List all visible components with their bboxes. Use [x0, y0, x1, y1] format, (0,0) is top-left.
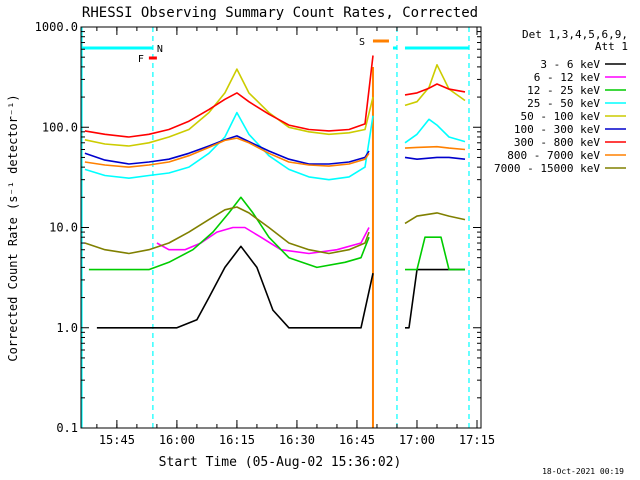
x-tick-label: 17:15 [459, 433, 495, 447]
legend-label: 3 - 6 keV [540, 58, 600, 71]
x-tick-label: 15:45 [99, 433, 135, 447]
y-tick-label: 1000.0 [35, 20, 78, 34]
y-tick-label: 100.0 [42, 120, 78, 134]
legend-label: 6 - 12 keV [534, 71, 601, 84]
series-line-6 [84, 55, 466, 138]
plot-frame [80, 26, 482, 429]
y-tick-label: 0.1 [56, 421, 78, 435]
series-line-1 [156, 226, 370, 255]
x-tick-label: 16:15 [219, 433, 255, 447]
legend-label: 800 - 7000 keV [507, 149, 600, 162]
series-line-4 [84, 64, 466, 147]
y-tick-label: 1.0 [56, 321, 78, 335]
legend-header: Det 1,3,4,5,6,9, [522, 28, 628, 41]
x-axis-label: Start Time (05-Aug-02 15:36:02) [159, 455, 402, 470]
series-line-8 [84, 206, 466, 255]
series-line-7 [84, 137, 466, 168]
legend-label: 300 - 800 keV [514, 136, 600, 149]
legend-label: 12 - 25 keV [527, 84, 600, 97]
series-line-5 [84, 135, 466, 165]
marker-layer: N F S [80, 27, 470, 428]
axes-layer: 1000.0 100.0 10.0 1.0 0.1 15:45 16:00 16:15 16:3… [35, 20, 495, 447]
x-tick-label: 16:00 [159, 433, 195, 447]
legend-header: Att 1 [595, 40, 628, 53]
marker-label: F [138, 54, 144, 65]
marker-label: S [359, 37, 365, 48]
x-tick-label: 17:00 [399, 433, 435, 447]
chart-title: RHESSI Observing Summary Count Rates, Co… [82, 5, 478, 21]
y-tick-label: 10.0 [49, 221, 78, 235]
footer-date: 18-Oct-2021 00:19 [542, 467, 624, 476]
series-line-0 [96, 245, 465, 329]
legend-label: 100 - 300 keV [514, 123, 600, 136]
legend-label: 50 - 100 keV [521, 110, 601, 123]
marker-label: N [157, 44, 163, 55]
legend-label: 25 - 50 keV [527, 97, 600, 110]
x-tick-label: 16:45 [339, 433, 375, 447]
x-tick-label: 16:30 [279, 433, 315, 447]
series-line-2 [88, 196, 465, 271]
legend-label: 7000 - 15000 keV [494, 162, 600, 175]
series-layer [84, 55, 466, 329]
y-axis-label: Corrected Count Rate (s⁻¹ detector⁻¹) [6, 94, 20, 361]
series-line-3 [84, 111, 466, 181]
